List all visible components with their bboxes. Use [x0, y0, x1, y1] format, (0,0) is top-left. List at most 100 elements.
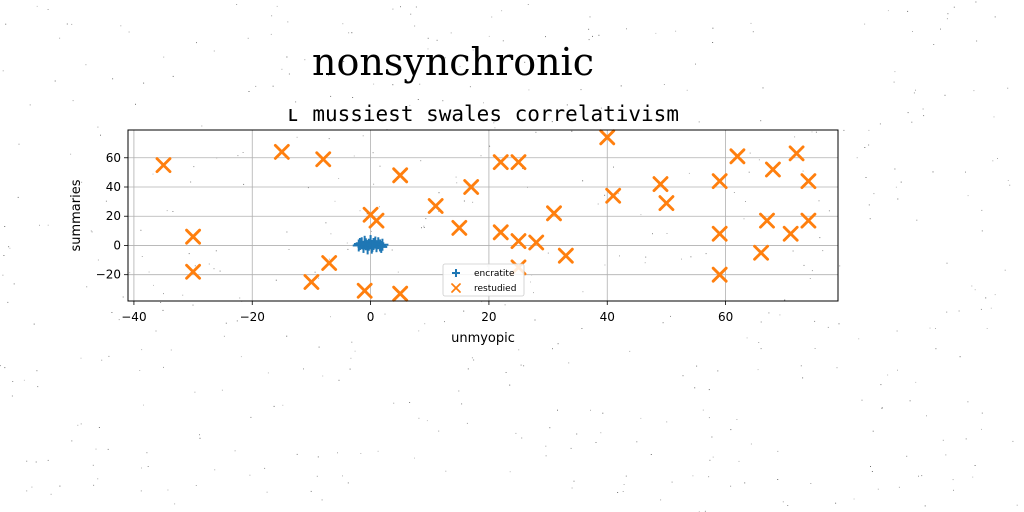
noise-dot — [213, 268, 215, 270]
noise-dot — [26, 460, 28, 462]
noise-dot — [473, 359, 475, 361]
noise-dot — [379, 165, 381, 167]
noise-dot — [240, 356, 242, 358]
noise-dot — [967, 401, 969, 403]
noise-dot — [913, 92, 915, 94]
noise-dot — [534, 319, 536, 321]
noise-dot — [234, 450, 236, 452]
noise-dot — [580, 89, 582, 91]
noise-dot — [629, 350, 631, 352]
noise-dot — [91, 231, 93, 233]
noise-dot — [80, 357, 82, 359]
restudied-point — [392, 285, 409, 302]
noise-dot — [675, 30, 677, 32]
noise-dot — [717, 370, 719, 372]
noise-dot — [670, 315, 671, 317]
noise-dot — [547, 252, 549, 254]
noise-dot — [463, 310, 465, 312]
noise-dot — [236, 4, 238, 5]
noise-dot — [163, 366, 164, 368]
noise-dot — [26, 490, 28, 492]
restudied-point — [800, 173, 817, 190]
noise-dot — [190, 181, 192, 183]
noise-dot — [861, 399, 863, 401]
noise-dot — [666, 233, 668, 234]
noise-dot — [906, 455, 908, 457]
restudied-point — [368, 212, 385, 229]
noise-dot — [37, 386, 39, 388]
noise-dot — [750, 443, 752, 445]
noise-dot — [744, 482, 746, 484]
noise-dot — [450, 32, 452, 34]
restudied-point — [392, 167, 409, 184]
noise-dot — [524, 61, 526, 63]
noise-dot — [1007, 180, 1009, 181]
noise-dot — [690, 256, 692, 258]
noise-dot — [140, 229, 142, 231]
noise-dot — [347, 248, 349, 250]
noise-dot — [199, 434, 200, 436]
noise-dot — [946, 311, 948, 313]
noise-dot — [307, 187, 309, 189]
noise-dot — [172, 211, 174, 212]
noise-dot — [528, 89, 530, 91]
noise-dot — [342, 23, 344, 25]
noise-dot — [36, 5, 38, 7]
noise-dot — [122, 296, 124, 298]
noise-dot — [933, 44, 935, 45]
noise-dot — [856, 157, 858, 159]
noise-dot — [420, 160, 422, 162]
noise-dot — [415, 6, 417, 8]
noise-dot — [360, 453, 362, 454]
noise-dot — [887, 10, 889, 12]
noise-dot — [444, 321, 445, 323]
noise-dot — [952, 479, 954, 481]
restudied-point — [652, 176, 669, 193]
noise-dot — [392, 84, 394, 86]
noise-dot — [660, 499, 662, 501]
noise-dot — [330, 95, 332, 97]
noise-dot — [686, 89, 688, 91]
noise-dot — [946, 18, 948, 20]
noise-dot — [54, 80, 56, 82]
noise-dot — [11, 395, 13, 397]
noise-dot — [163, 56, 165, 58]
noise-dot — [730, 485, 732, 487]
noise-dot — [814, 348, 816, 349]
noise-dot — [328, 138, 330, 140]
noise-dot — [864, 147, 866, 148]
x-tick-label: 0 — [367, 310, 375, 324]
noise-dot — [644, 262, 646, 264]
noise-dot — [682, 375, 684, 377]
noise-dot — [414, 25, 416, 27]
noise-dot — [545, 36, 546, 38]
noise-dot — [702, 409, 704, 411]
noise-dot — [880, 384, 882, 386]
noise-dot — [868, 204, 870, 206]
noise-dot — [408, 64, 410, 66]
noise-dot — [567, 50, 569, 51]
noise-dot — [7, 301, 9, 303]
noise-dot — [623, 484, 625, 485]
noise-dot — [101, 359, 103, 361]
noise-dot — [4, 226, 6, 227]
noise-dot — [483, 102, 484, 104]
noise-dot — [461, 74, 463, 76]
noise-dot — [393, 402, 395, 404]
noise-dot — [225, 322, 227, 324]
axis-ticks: −40 −20 0 20 40 60 −20 0 20 40 60 — [96, 151, 734, 324]
noise-dot — [973, 90, 975, 92]
noise-dot — [66, 23, 68, 25]
noise-dot — [935, 328, 936, 329]
noise-dot — [167, 489, 169, 491]
restudied-point — [711, 266, 728, 283]
noise-dot — [1007, 87, 1009, 89]
noise-dot — [286, 231, 288, 233]
noise-dot — [836, 367, 838, 369]
noise-dot — [93, 484, 95, 486]
noise-dot — [146, 452, 148, 454]
noise-dot — [613, 166, 614, 168]
restudied-point — [546, 205, 562, 222]
noise-dot — [264, 467, 266, 469]
